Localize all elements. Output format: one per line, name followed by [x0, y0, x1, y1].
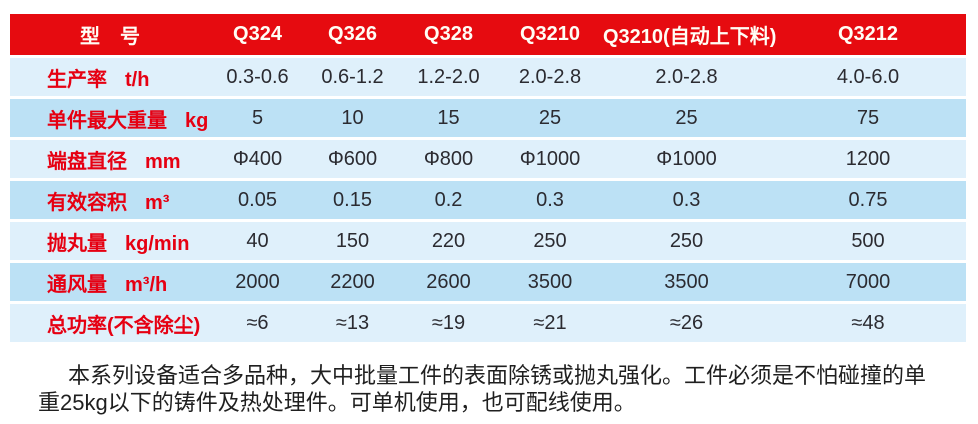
spec-row-shot-flow: 抛丸量 kg/min 40 150 220 250 250 500	[10, 222, 966, 260]
table-header-model-label: 型 号	[80, 26, 140, 48]
spec-value: 1200	[845, 147, 891, 170]
spec-value: 0.05	[238, 188, 277, 211]
spec-value: 25	[675, 106, 698, 129]
spec-row-ventilation: 通风量 m³/h 2000 2200 2600 3500 3500 7000	[10, 263, 966, 301]
spec-value: Φ1000	[656, 147, 717, 170]
spec-unit: kg	[185, 109, 209, 132]
spec-value: 4.0-6.0	[836, 65, 900, 88]
spec-name: 总功率(不含除尘)	[47, 314, 201, 337]
spec-unit: t/h	[125, 68, 150, 91]
spec-row-label: 端盘直径 mm	[10, 145, 210, 174]
spec-value: 0.6-1.2	[321, 65, 384, 88]
spec-value: 25	[538, 106, 562, 129]
spec-value: 3500	[527, 270, 573, 293]
spec-unit: mm	[145, 150, 181, 173]
spec-value: 1.2-2.0	[417, 65, 480, 88]
model-column-header: Q326	[328, 23, 377, 45]
spec-name: 有效容积	[47, 191, 127, 214]
spec-value: 0.3-0.6	[226, 65, 289, 88]
spec-row-label: 抛丸量 kg/min	[10, 227, 210, 256]
spec-name: 单件最大重量	[47, 109, 167, 132]
spec-value: 0.3	[536, 188, 564, 211]
spec-value: ≈48	[851, 311, 885, 334]
spec-value: 2200	[330, 270, 375, 293]
spec-name: 生产率	[47, 68, 107, 91]
spec-value: 7000	[845, 270, 891, 293]
spec-value: Φ600	[327, 147, 378, 170]
spec-name: 端盘直径	[47, 150, 127, 173]
spec-value: ≈13	[335, 311, 370, 334]
spec-row-label: 有效容积 m³	[10, 186, 210, 215]
spec-row-max-piece-weight: 单件最大重量 kg 5 10 15 25 25 75	[10, 99, 966, 137]
spec-value: 3500	[664, 270, 709, 293]
spec-value: 220	[431, 229, 466, 252]
spec-value: 75	[856, 106, 880, 129]
spec-row-label: 单件最大重量 kg	[10, 104, 210, 133]
spec-value: 250	[669, 229, 704, 252]
spec-value: 2.0-2.8	[518, 65, 582, 88]
spec-row-label: 通风量 m³/h	[10, 268, 210, 297]
spec-value: Φ1000	[519, 147, 581, 170]
spec-unit: kg/min	[125, 232, 190, 255]
table-header-row: 型 号 Q324 Q326 Q328 Q3210 Q3210(自动上下料) Q3…	[10, 14, 966, 55]
spec-name: 抛丸量	[47, 232, 107, 255]
spec-value: ≈19	[431, 311, 466, 334]
model-column-header: Q3212	[837, 23, 899, 45]
spec-value: 40	[246, 229, 269, 252]
spec-value: 250	[533, 229, 567, 252]
spec-unit: m³	[145, 191, 170, 214]
model-column-header: Q324	[233, 23, 282, 45]
model-column-header: Q3210	[519, 23, 581, 45]
spec-row-end-disc-diameter: 端盘直径 mm Φ400 Φ600 Φ800 Φ1000 Φ1000 1200	[10, 140, 966, 178]
spec-row-production-rate: 生产率 t/h 0.3-0.6 0.6-1.2 1.2-2.0 2.0-2.8 2…	[10, 58, 966, 96]
spec-table: 型 号 Q324 Q326 Q328 Q3210 Q3210(自动上下料) Q3…	[10, 14, 966, 345]
spec-value: 15	[437, 106, 460, 129]
spec-row-total-power: 总功率(不含除尘) ≈6 ≈13 ≈19 ≈21 ≈26 ≈48	[10, 304, 966, 342]
spec-value: 500	[851, 229, 885, 252]
spec-value: ≈6	[246, 311, 269, 334]
spec-value: 0.2	[434, 188, 463, 211]
spec-unit: m³/h	[125, 273, 168, 296]
spec-value: ≈26	[669, 311, 704, 334]
spec-value: 5	[251, 106, 264, 129]
model-column-header: Q3210(自动上下料)	[603, 26, 777, 48]
spec-row-label: 总功率(不含除尘)	[10, 309, 210, 338]
spec-value: 150	[335, 229, 370, 252]
model-column-header: Q328	[424, 23, 473, 45]
spec-value: Φ400	[232, 147, 283, 170]
spec-value: Φ800	[423, 147, 474, 170]
spec-row-label: 生产率 t/h	[10, 63, 210, 92]
spec-value: 2.0-2.8	[655, 65, 718, 88]
spec-value: 0.15	[333, 188, 372, 211]
spec-value: 0.3	[672, 188, 701, 211]
spec-value: 2600	[426, 270, 471, 293]
spec-value: 0.75	[848, 188, 888, 211]
spec-value: 2000	[235, 270, 280, 293]
spec-row-effective-volume: 有效容积 m³ 0.05 0.15 0.2 0.3 0.3 0.75	[10, 181, 966, 219]
description-paragraph: 本系列设备适合多品种，大中批量工件的表面除锈或抛丸强化。工件必须是不怕碰撞的单重…	[38, 363, 927, 415]
spec-name: 通风量	[47, 273, 107, 296]
spec-value: ≈21	[533, 311, 567, 334]
spec-value: 10	[341, 106, 364, 129]
